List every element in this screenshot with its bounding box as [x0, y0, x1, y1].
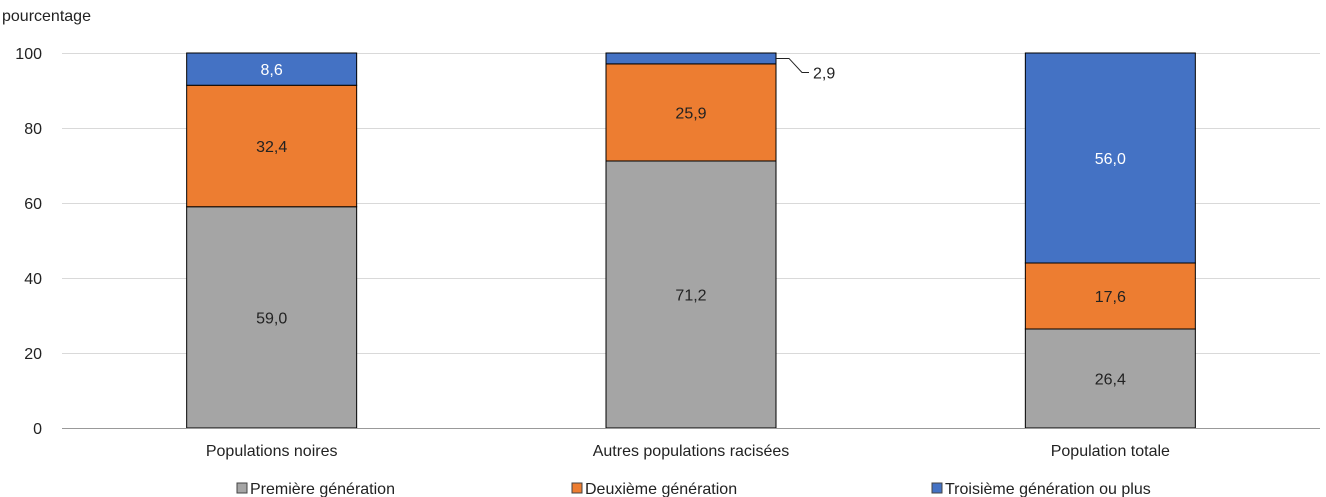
- legend-swatch: [236, 482, 248, 494]
- data-label: 32,4: [256, 139, 287, 156]
- bar-segment: [186, 206, 358, 429]
- data-label: 8,6: [261, 62, 283, 79]
- bar-segment: [1024, 52, 1196, 264]
- y-axis-ticks: 0 20 40 60 80 100: [15, 46, 42, 438]
- data-label: 25,9: [675, 105, 706, 122]
- x-tick-label: Population totale: [1051, 443, 1170, 460]
- y-axis-label: pourcentage: [2, 8, 91, 25]
- data-label: 17,6: [1095, 289, 1126, 306]
- legend-label: Deuxième génération: [585, 481, 737, 497]
- legend-item: Troisième génération ou plus: [931, 481, 1151, 497]
- bar-segment: [605, 52, 777, 65]
- x-tick-label: Autres populations racisées: [593, 443, 790, 460]
- y-tick-label: 40: [24, 271, 42, 288]
- y-tick-label: 0: [33, 421, 42, 438]
- data-label: 2,9: [813, 65, 835, 82]
- legend-swatch: [571, 482, 583, 494]
- y-tick-label: 20: [24, 346, 42, 363]
- y-tick-label: 60: [24, 196, 42, 213]
- bars: 59,0 32,4 8,6 71,2 25,9 2,9 26,4 17,6 56,0: [186, 52, 1196, 429]
- legend-item: Deuxième génération: [571, 481, 737, 497]
- bar-segment: [186, 84, 358, 208]
- legend-label: Troisième génération ou plus: [945, 481, 1151, 497]
- data-label: 56,0: [1095, 151, 1126, 168]
- legend-label: Première génération: [250, 481, 395, 497]
- data-label: 59,0: [256, 310, 287, 327]
- legend-swatch: [931, 482, 943, 494]
- data-label: 71,2: [675, 288, 706, 305]
- x-tick-label: Populations noires: [206, 443, 338, 460]
- data-label: 26,4: [1095, 372, 1126, 389]
- legend: Première génération Deuxième génération Tr…: [236, 481, 1151, 497]
- callout-leader: [776, 57, 809, 73]
- y-tick-label: 100: [15, 46, 42, 63]
- legend-item: Première génération: [236, 481, 395, 497]
- x-axis-labels: Populations noires Autres populations rac…: [206, 443, 1170, 460]
- bar-segment: [186, 52, 358, 86]
- bar-segment: [1024, 262, 1196, 330]
- y-tick-label: 80: [24, 121, 42, 138]
